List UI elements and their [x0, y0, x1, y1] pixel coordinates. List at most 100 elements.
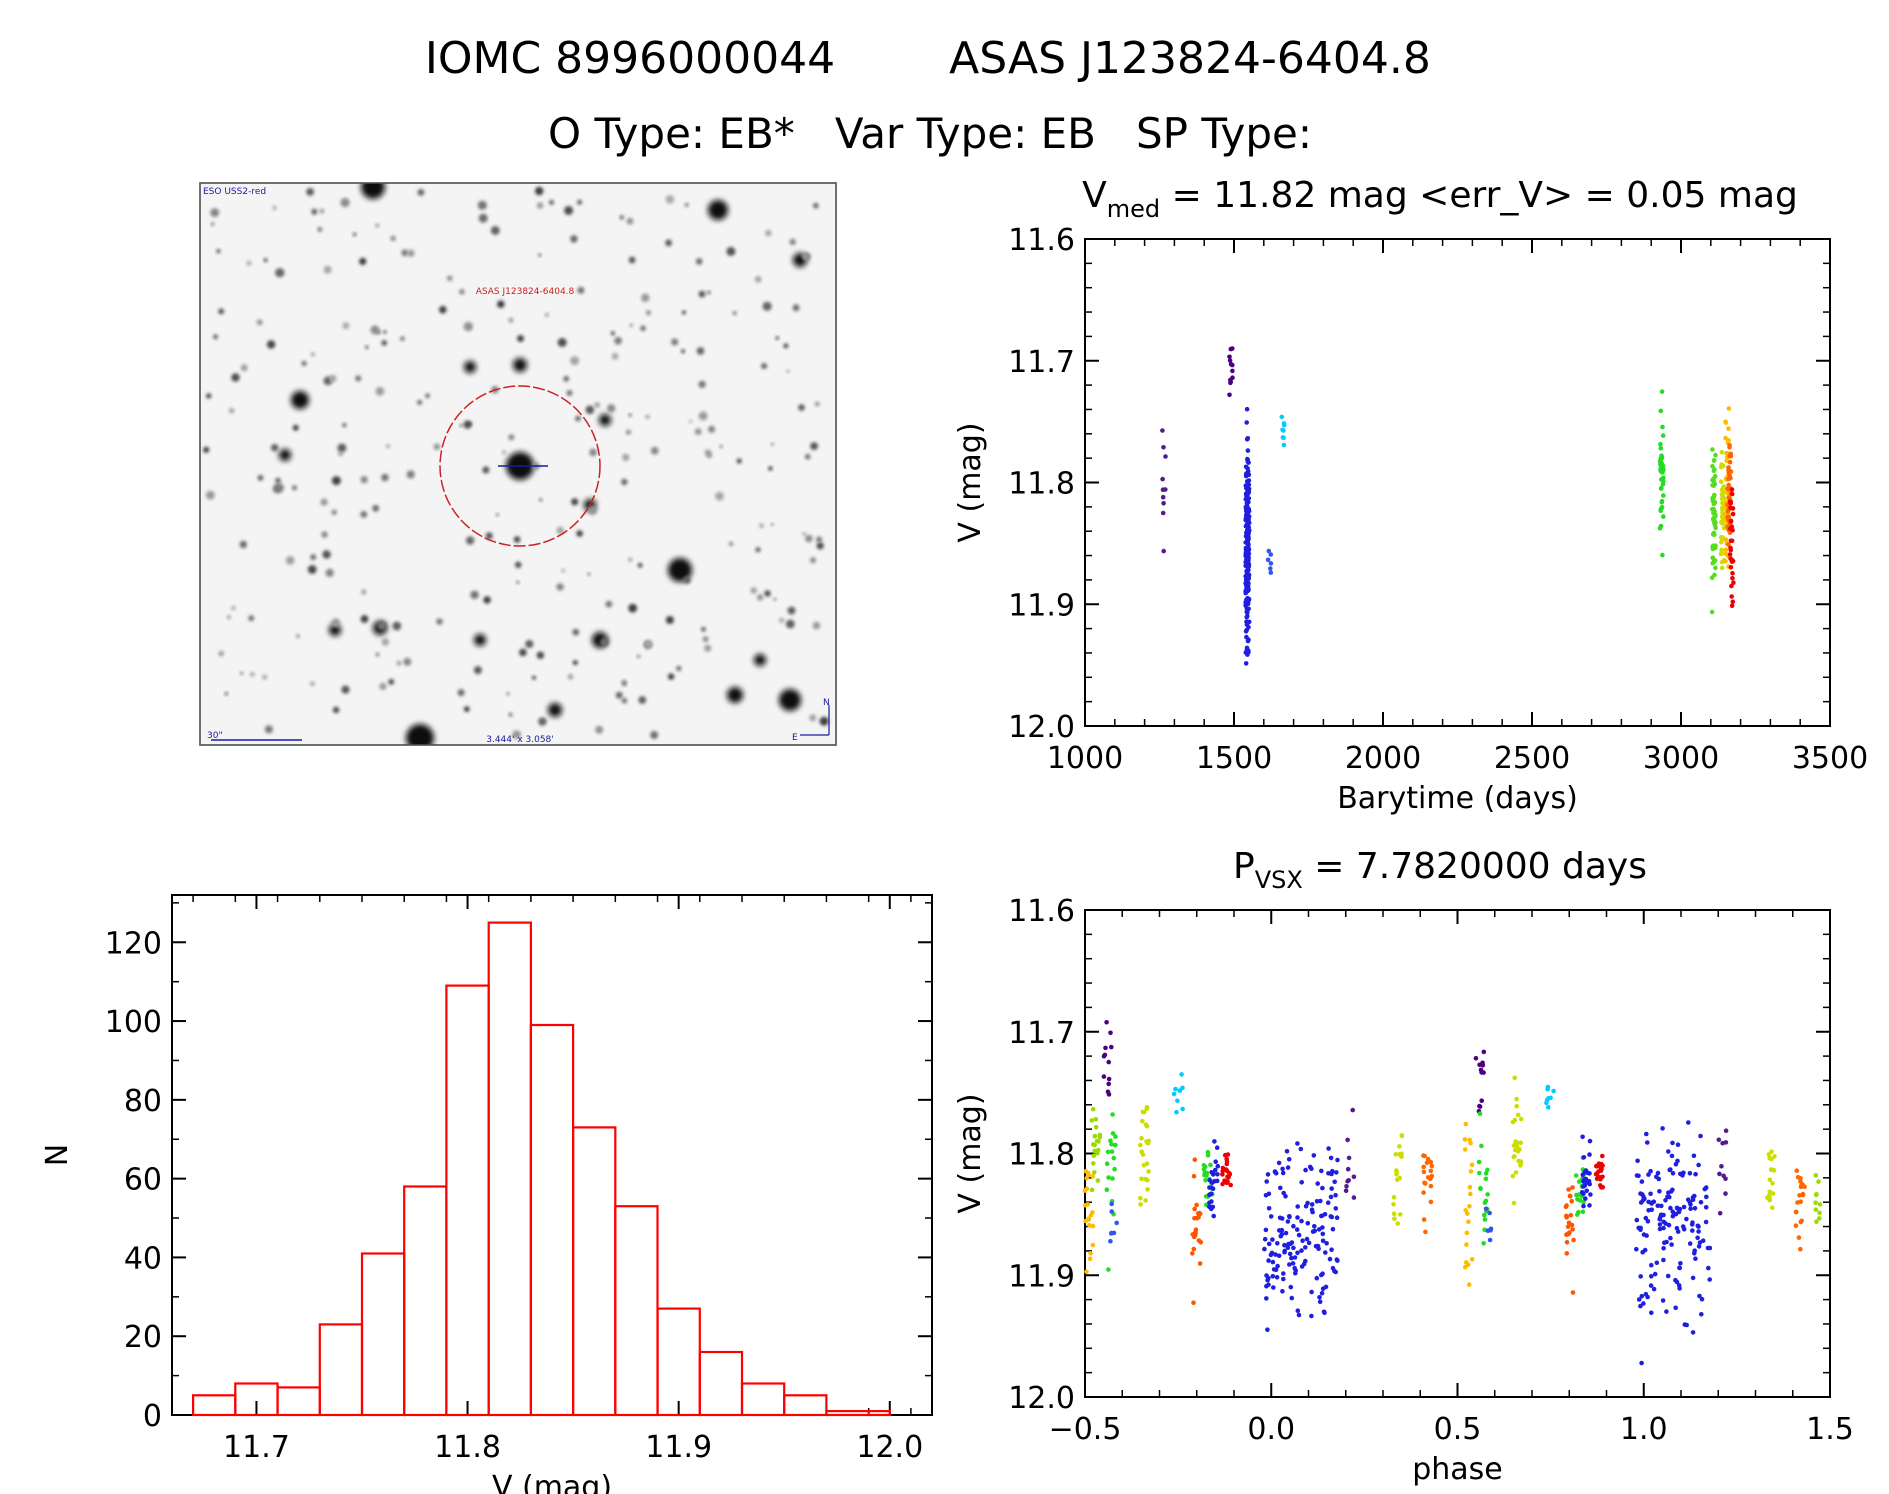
phase-data-point	[1263, 1193, 1269, 1198]
phase-data-point	[1320, 1238, 1326, 1244]
phase-data-point	[1351, 1195, 1357, 1200]
time-data-point	[1243, 496, 1249, 502]
phase-data-point	[1770, 1167, 1776, 1173]
phase-data-point	[1564, 1251, 1570, 1256]
time-data-point	[1730, 570, 1735, 576]
phase-data-point	[1638, 1227, 1643, 1232]
phase-data-point	[1225, 1174, 1230, 1180]
phase-data-point	[1315, 1181, 1320, 1186]
phase-data-point	[1139, 1135, 1144, 1141]
phase-data-point	[1207, 1204, 1212, 1210]
phase-data-point	[1462, 1147, 1468, 1152]
phase-data-point	[1677, 1265, 1682, 1271]
x-tick-label: 11.8	[434, 1430, 501, 1465]
phase-data-point	[1634, 1246, 1639, 1252]
phase-data-point	[1106, 1076, 1112, 1082]
time-data-point	[1160, 476, 1165, 482]
x-axis-label: V (mag)	[492, 1470, 612, 1494]
phase-data-point	[1303, 1203, 1309, 1209]
phase-data-point	[1275, 1241, 1280, 1246]
phase-data-point	[1395, 1177, 1400, 1182]
phase-data-point	[1191, 1173, 1197, 1179]
time-data-point	[1729, 603, 1735, 609]
phase-data-point	[1483, 1176, 1489, 1182]
time-data-point	[1228, 380, 1233, 386]
phase-data-point	[1294, 1227, 1300, 1232]
phase-data-point	[1311, 1153, 1317, 1158]
phase-data-point	[1105, 1149, 1111, 1155]
phase-data-point	[1350, 1107, 1355, 1113]
phase-data-point	[1587, 1152, 1592, 1157]
time-data-point	[1281, 428, 1286, 433]
phase-data-point	[1487, 1237, 1493, 1243]
phase-data-point	[1468, 1169, 1474, 1174]
phase-data-point	[1093, 1117, 1099, 1122]
phase-data-point	[1657, 1189, 1662, 1194]
phase-data-point	[1397, 1212, 1403, 1217]
time-data-point	[1244, 569, 1250, 574]
phase-data-point	[1795, 1200, 1800, 1205]
phase-data-point	[1092, 1170, 1097, 1175]
phase-data-point	[1655, 1170, 1661, 1176]
phase-data-point	[1329, 1214, 1335, 1220]
phase-data-point	[1324, 1241, 1329, 1246]
phase-data-point	[1281, 1276, 1286, 1282]
y-tick-label: 11.8	[1008, 1138, 1075, 1173]
time-data-point	[1160, 428, 1165, 433]
phase-data-point	[1421, 1153, 1426, 1158]
target-circle	[439, 385, 601, 547]
x-tick-label: 1500	[1196, 741, 1272, 776]
phase-data-point	[1320, 1271, 1325, 1276]
phase-data-point	[1280, 1166, 1285, 1172]
phase-data-point	[1545, 1084, 1551, 1090]
phase-data-point	[1702, 1186, 1708, 1192]
time-data-point	[1723, 559, 1728, 564]
phase-data-point	[1145, 1177, 1150, 1183]
histogram-bar	[318, 1323, 364, 1417]
phase-data-point	[1268, 1214, 1274, 1219]
phase-data-point	[1295, 1141, 1300, 1146]
phase-data-point	[1282, 1242, 1287, 1248]
phase-data-point	[1272, 1170, 1278, 1175]
phase-data-point	[1770, 1181, 1775, 1186]
y-tick-label: 60	[124, 1163, 162, 1198]
phase-data-point	[1394, 1171, 1399, 1177]
phase-data-point	[1323, 1250, 1328, 1255]
phase-data-point	[1720, 1140, 1725, 1146]
phase-data-point	[1210, 1186, 1216, 1191]
phase-data-point	[1265, 1172, 1271, 1177]
phase-data-point	[1191, 1300, 1196, 1305]
phase-data-point	[1141, 1109, 1147, 1115]
phase-data-point	[1104, 1187, 1110, 1192]
phase-data-point	[1309, 1289, 1314, 1295]
y-tick-label: 11.8	[1008, 467, 1075, 502]
phase-data-point	[1146, 1169, 1151, 1174]
phase-data-point	[1699, 1312, 1704, 1317]
phase-data-point	[1485, 1192, 1490, 1197]
phase-data-point	[1092, 1142, 1097, 1148]
phase-data-point	[1772, 1154, 1777, 1159]
phase-data-point	[1581, 1155, 1587, 1160]
phase-plot-title: PVSX = 7.7820000 days	[1233, 846, 1647, 894]
phase-data-point	[1765, 1195, 1770, 1201]
phase-data-point	[1690, 1195, 1696, 1200]
phase-data-point	[1207, 1192, 1212, 1197]
phase-data-point	[1651, 1286, 1657, 1292]
phase-data-point	[1191, 1246, 1197, 1252]
phase-data-point	[1295, 1250, 1300, 1256]
phase-data-point	[1510, 1173, 1516, 1179]
plot-frame	[171, 894, 933, 1416]
time-data-point	[1710, 560, 1715, 566]
y-tick-label: 80	[124, 1084, 162, 1119]
phase-data-point	[1144, 1161, 1150, 1166]
light-curve-time-chart: 1000 1500 2000 2500 3000 3500 11.6 11.7 11.8 11.9…	[953, 175, 1868, 816]
phase-data-point	[1296, 1232, 1302, 1238]
phase-data-point	[1280, 1289, 1285, 1294]
phase-data-point	[1213, 1167, 1218, 1173]
phase-data-point	[1323, 1284, 1329, 1290]
phase-data-point	[1312, 1228, 1318, 1234]
phase-data-point	[1813, 1207, 1819, 1212]
phase-data-point	[1421, 1169, 1427, 1175]
phase-data-point	[1114, 1220, 1119, 1226]
phase-data-point	[1276, 1253, 1282, 1259]
